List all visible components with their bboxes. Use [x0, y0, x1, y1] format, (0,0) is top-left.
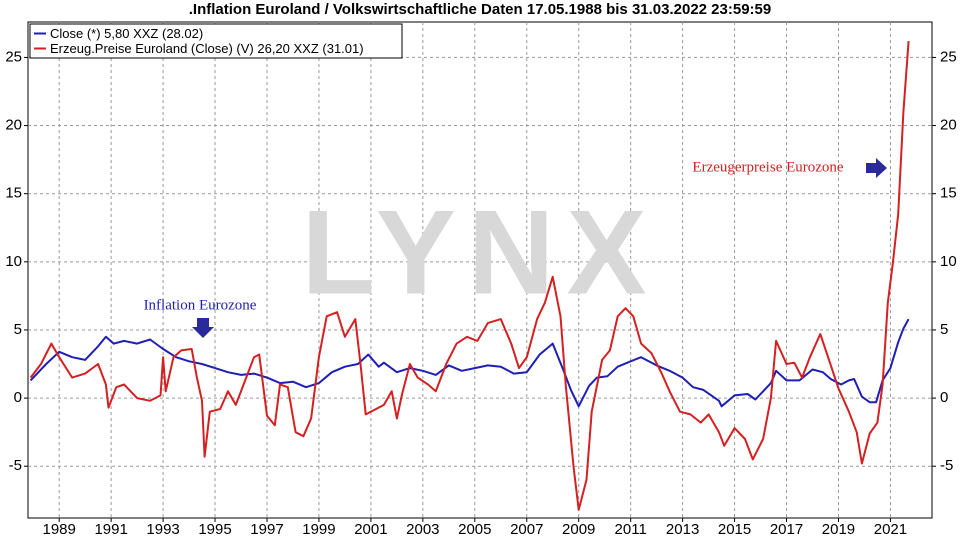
legend-box	[29, 23, 403, 59]
y-tick-label: 0	[14, 389, 22, 406]
y-tick-label: 25	[5, 48, 22, 65]
annotation: Erzeugerpreise Eurozone	[692, 159, 844, 175]
arrow	[866, 158, 887, 178]
x-tick-label: 1999	[302, 521, 335, 538]
y2-tick-label: 10	[940, 253, 957, 270]
y2-tick-label: -5	[940, 457, 953, 474]
annotation: Inflation Eurozone	[144, 297, 257, 313]
y-tick-label: -5	[9, 457, 22, 474]
x-tick-label: 2007	[510, 521, 543, 538]
y2-tick-label: 15	[940, 185, 957, 202]
x-tick-label: 2009	[562, 521, 595, 538]
y2-tick-label: 20	[940, 117, 957, 134]
x-tick-label: 2005	[458, 521, 491, 538]
annotation-blue: Inflation Eurozone	[144, 297, 257, 338]
y-tick-label: 5	[14, 321, 22, 338]
y-tick-label: 15	[5, 185, 22, 202]
y-tick-label: 20	[5, 117, 22, 134]
y-tick-label: 10	[5, 253, 22, 270]
x-tick-label: 2011	[615, 521, 647, 538]
x-tick-label: 1991	[94, 521, 127, 538]
x-tick-label: 2017	[770, 521, 803, 538]
x-tick-label: 1989	[42, 521, 75, 538]
grid	[28, 22, 932, 518]
x-tick-label: 1995	[198, 521, 231, 538]
y2-tick-label: 25	[940, 48, 957, 65]
series-line	[29, 318, 910, 408]
x-tick-label: 2001	[354, 521, 387, 538]
annotation-red: Erzeugerpreise Eurozone	[692, 158, 887, 178]
legend: Close (*) 5,80 XXZ (28.02)Erzeug.Preise …	[29, 23, 403, 59]
x-tick-label: 2021	[874, 521, 907, 538]
x-tick-label: 1997	[250, 521, 283, 538]
plot-area	[27, 21, 933, 519]
series-line	[29, 41, 910, 511]
chart-title: .Inflation Euroland / Volkswirtschaftlic…	[189, 1, 771, 18]
x-tick-label: 2019	[822, 521, 855, 538]
y2-tick-label: 5	[940, 321, 948, 338]
watermark: LYNX	[301, 186, 658, 320]
y2-tick-label: 0	[940, 389, 948, 406]
x-tick-label: 2013	[666, 521, 699, 538]
legend-label: Close (*) 5,80 XXZ (28.02)	[50, 26, 203, 41]
legend-label: Erzeug.Preise Euroland (Close) (V) 26,20…	[50, 41, 364, 56]
arrow	[192, 318, 214, 338]
x-tick-label: 2015	[718, 521, 751, 538]
x-tick-label: 1993	[146, 521, 179, 538]
x-tick-label: 2003	[406, 521, 439, 538]
